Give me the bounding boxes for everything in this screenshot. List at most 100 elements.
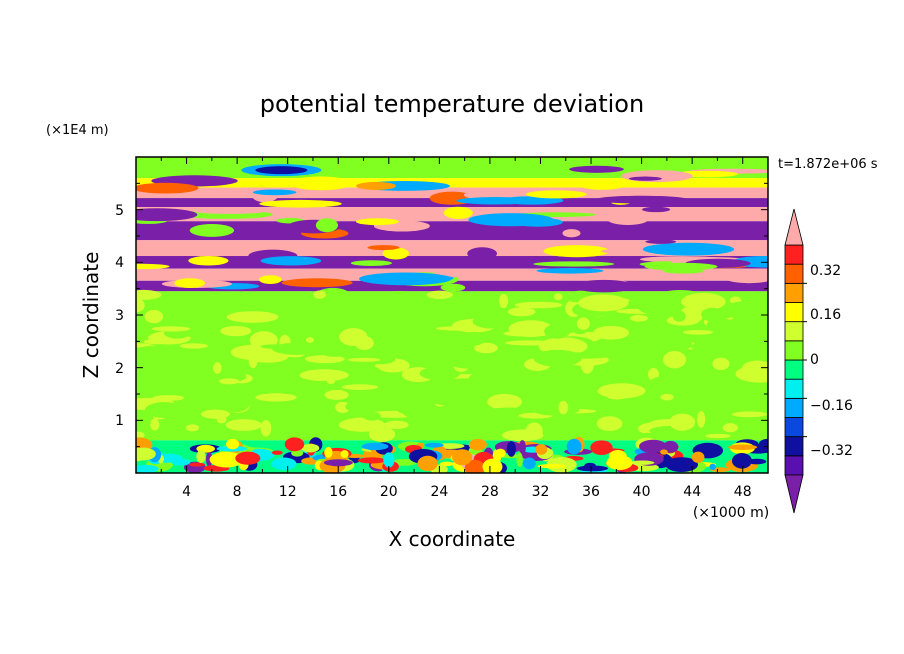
colorbar-swatch: [784, 263, 804, 284]
colorbar-swatch: [784, 417, 804, 438]
contour-blob: [443, 206, 473, 219]
colorbar-tick-labels: 0.32 0.16 0 −0.16 −0.32: [810, 263, 853, 459]
contour-blob: [426, 290, 453, 300]
contour-blob: [188, 462, 206, 467]
contour-blob: [468, 439, 487, 451]
x-axis-label: X coordinate: [389, 527, 516, 551]
contour-blob: [727, 301, 758, 314]
contour-blob: [561, 387, 585, 404]
contour-blob: [284, 437, 305, 452]
contour-blob: [230, 344, 279, 361]
y-tick-label: 3: [115, 308, 124, 324]
contour-blob: [449, 357, 487, 369]
contour-blob: [463, 190, 496, 200]
contour-blob: [219, 378, 240, 385]
x-tick-label: 24: [430, 484, 448, 500]
contour-blob: [324, 389, 349, 400]
contour-blob: [357, 457, 386, 464]
contour-blob: [606, 455, 633, 471]
x-tick-label: 40: [633, 484, 651, 500]
contour-blob: [701, 307, 724, 322]
contour-blob: [731, 411, 768, 418]
contour-blob: [712, 357, 730, 371]
contour-blob: [424, 442, 444, 448]
contour-blob: [690, 342, 729, 351]
colorbar-tick-label: 0.16: [810, 307, 841, 323]
contour-blob: [562, 229, 581, 238]
contour-blob: [705, 433, 731, 439]
contour-blob: [289, 176, 352, 191]
y-tick-label: 4: [115, 255, 124, 271]
contour-blob: [452, 383, 494, 396]
contour-blob: [439, 461, 454, 467]
contour-blob: [720, 351, 738, 359]
contour-blob: [315, 218, 339, 233]
contour-blob: [553, 373, 604, 389]
y-tick-label: 1: [115, 413, 124, 429]
contour-blob: [406, 409, 416, 427]
x-tick-label: 4: [182, 484, 191, 500]
contour-blob: [709, 463, 716, 471]
x-tick-label: 48: [734, 484, 752, 500]
colorbar-swatch: [784, 436, 804, 457]
contour-blob: [663, 350, 687, 369]
contour-blob: [463, 331, 486, 346]
contour-blob: [672, 310, 686, 322]
y-unit-label: (×1E4 m): [46, 123, 109, 138]
contour-blob: [669, 413, 696, 431]
contour-blob: [639, 439, 667, 454]
y-tick-labels: 1 2 3 4 5: [115, 203, 124, 429]
contour-blob: [280, 329, 306, 337]
contour-blob: [572, 279, 636, 293]
contour-blob: [299, 369, 349, 382]
contour-blob: [223, 394, 250, 413]
contour-blob: [596, 416, 623, 432]
contour-blob: [728, 444, 758, 450]
contour-blob: [226, 438, 240, 450]
contour-blob: [375, 363, 387, 369]
contour-blob: [495, 448, 506, 458]
contour-blob: [390, 335, 416, 346]
contour-blob: [518, 440, 526, 455]
contour-blob: [418, 275, 454, 281]
contour-blob: [662, 440, 679, 453]
contour-blob: [354, 336, 374, 351]
contour-blob: [136, 298, 145, 313]
contour-blob: [498, 293, 509, 309]
contour-blob: [209, 451, 243, 468]
contour-blob: [722, 423, 738, 433]
x-tick-label: 12: [279, 484, 297, 500]
contour-blob: [136, 182, 199, 194]
x-unit-label: (×1000 m): [693, 505, 769, 521]
contour-blob: [136, 447, 156, 461]
colorbar-tick-label: 0.32: [810, 263, 841, 279]
contour-blob: [741, 360, 768, 377]
contour-blob: [533, 349, 582, 367]
contour-blob: [355, 218, 399, 226]
contour-blob: [341, 384, 378, 391]
contour-band: [136, 178, 768, 188]
colorbar-swatch: [784, 244, 804, 265]
contour-blob: [731, 453, 752, 469]
contour-blob: [136, 263, 170, 270]
colorbar-tick-label: −0.32: [810, 443, 853, 459]
contour-blob: [536, 268, 604, 274]
contour-blob: [136, 208, 198, 222]
contour-blob: [259, 199, 342, 208]
colorbar-max-arrow: [784, 208, 804, 246]
contour-blob: [645, 239, 677, 244]
contour-blob: [533, 261, 615, 267]
contour-blob: [136, 346, 169, 362]
contour-blob: [525, 422, 543, 440]
x-tick-label: 32: [532, 484, 550, 500]
contour-blob: [417, 455, 438, 472]
contour-blob: [679, 306, 704, 324]
y-axis-label: Z coordinate: [79, 252, 103, 379]
contour-blob: [518, 394, 542, 406]
contour-blob: [442, 331, 468, 346]
contour-blob: [277, 305, 315, 317]
contour-blob: [391, 459, 418, 466]
contour-blob: [338, 417, 386, 432]
contour-blob: [597, 383, 646, 399]
